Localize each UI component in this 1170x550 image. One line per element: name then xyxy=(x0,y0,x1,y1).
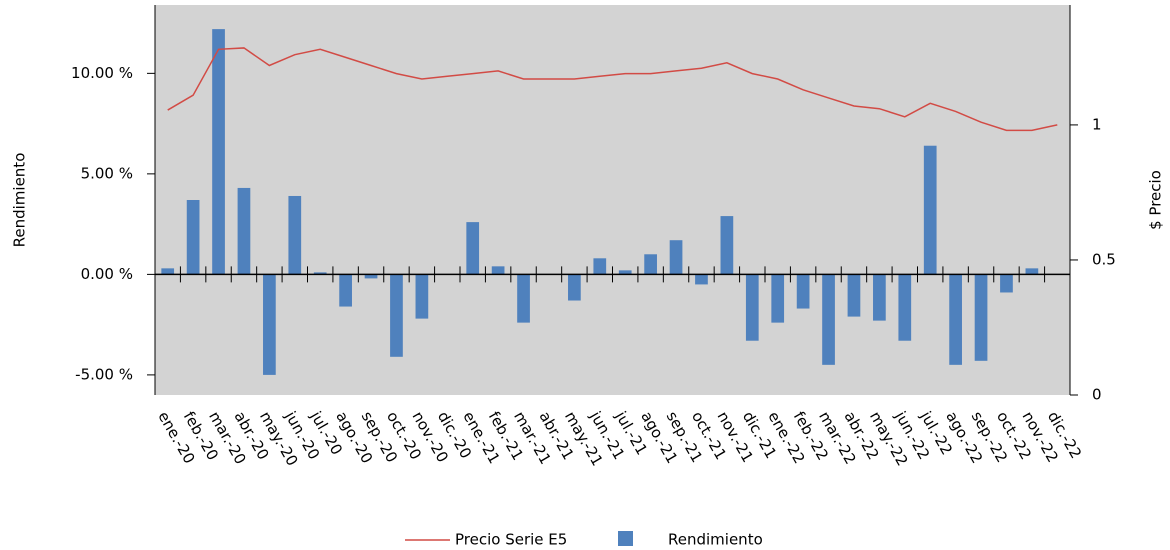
bar xyxy=(517,274,530,323)
legend-swatch xyxy=(618,531,633,546)
bar xyxy=(593,258,607,275)
bar xyxy=(288,195,302,275)
bar xyxy=(390,274,403,357)
y-tick-label: 0.00 % xyxy=(81,265,133,283)
bar xyxy=(873,274,886,321)
y2-tick-label: 0 xyxy=(1092,386,1102,404)
y-tick-label: 10.00 % xyxy=(71,64,133,82)
bar xyxy=(186,200,200,275)
bar xyxy=(313,272,327,275)
bar xyxy=(771,274,785,323)
y2-tick-label: 0.5 xyxy=(1092,250,1116,268)
bar xyxy=(1000,274,1013,293)
plot-area xyxy=(155,5,1070,395)
bar xyxy=(847,274,861,317)
y-axis-label: Rendimiento xyxy=(11,153,29,248)
bar xyxy=(822,274,835,365)
bar xyxy=(618,270,632,275)
bar xyxy=(695,274,708,285)
y2-tick-label: 1 xyxy=(1092,115,1102,133)
bar xyxy=(796,274,810,309)
bar xyxy=(339,274,352,307)
bar xyxy=(669,240,683,275)
bar xyxy=(1025,268,1039,275)
bar xyxy=(974,274,988,361)
bar xyxy=(237,187,251,275)
bar xyxy=(466,222,480,275)
legend-label: Precio Serie E5 xyxy=(455,531,567,549)
bar xyxy=(745,274,759,341)
y-tick-label: 5.00 % xyxy=(81,164,133,182)
bar xyxy=(263,274,276,375)
y-tick-label: -5.00 % xyxy=(75,365,133,383)
bar xyxy=(898,274,912,341)
bar xyxy=(923,145,937,275)
bar xyxy=(415,274,429,319)
line xyxy=(167,47,1058,132)
bar xyxy=(491,266,505,275)
bar xyxy=(212,29,225,275)
bar xyxy=(720,216,734,275)
bar xyxy=(568,274,581,301)
bar xyxy=(364,274,378,279)
y2-axis-label: $ Precio xyxy=(1147,170,1165,230)
bar xyxy=(161,268,175,275)
bar xyxy=(949,274,962,365)
bar xyxy=(644,254,657,275)
legend-label: Rendimiento xyxy=(668,531,763,549)
